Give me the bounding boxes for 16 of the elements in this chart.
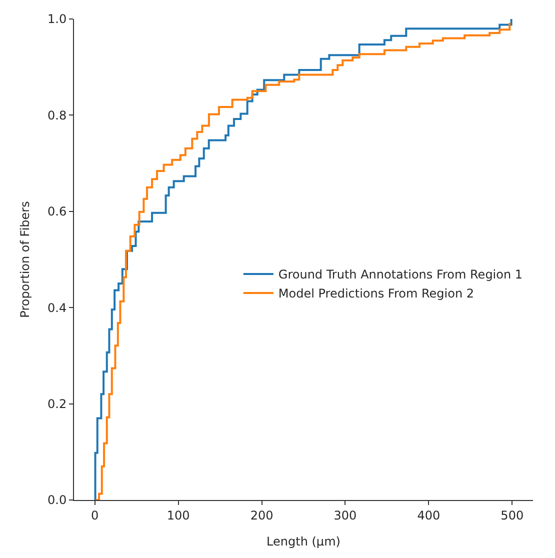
x-tick-label: 400: [417, 508, 440, 522]
y-tick-label: 0.0: [48, 493, 67, 508]
x-tick-label: 200: [250, 508, 274, 522]
y-axis-title: Proportion of Fibers: [18, 201, 32, 318]
x-tick-label: 300: [334, 508, 357, 522]
y-tick-label: 0.6: [48, 204, 67, 219]
y-tick-label: 0.4: [48, 300, 67, 315]
legend-label: Ground Truth Annotations From Region 1: [278, 268, 523, 282]
x-tick-label: 500: [500, 508, 524, 522]
y-tick-label: 0.8: [48, 108, 67, 122]
x-axis-title: Length (µm): [266, 534, 340, 548]
y-tick-label: 1.0: [48, 12, 67, 26]
y-tick-label: 0.2: [48, 397, 67, 411]
x-tick-label: 100: [166, 508, 190, 522]
x-tick-label: 0: [91, 508, 99, 522]
legend-label: Model Predictions From Region 2: [278, 286, 474, 301]
